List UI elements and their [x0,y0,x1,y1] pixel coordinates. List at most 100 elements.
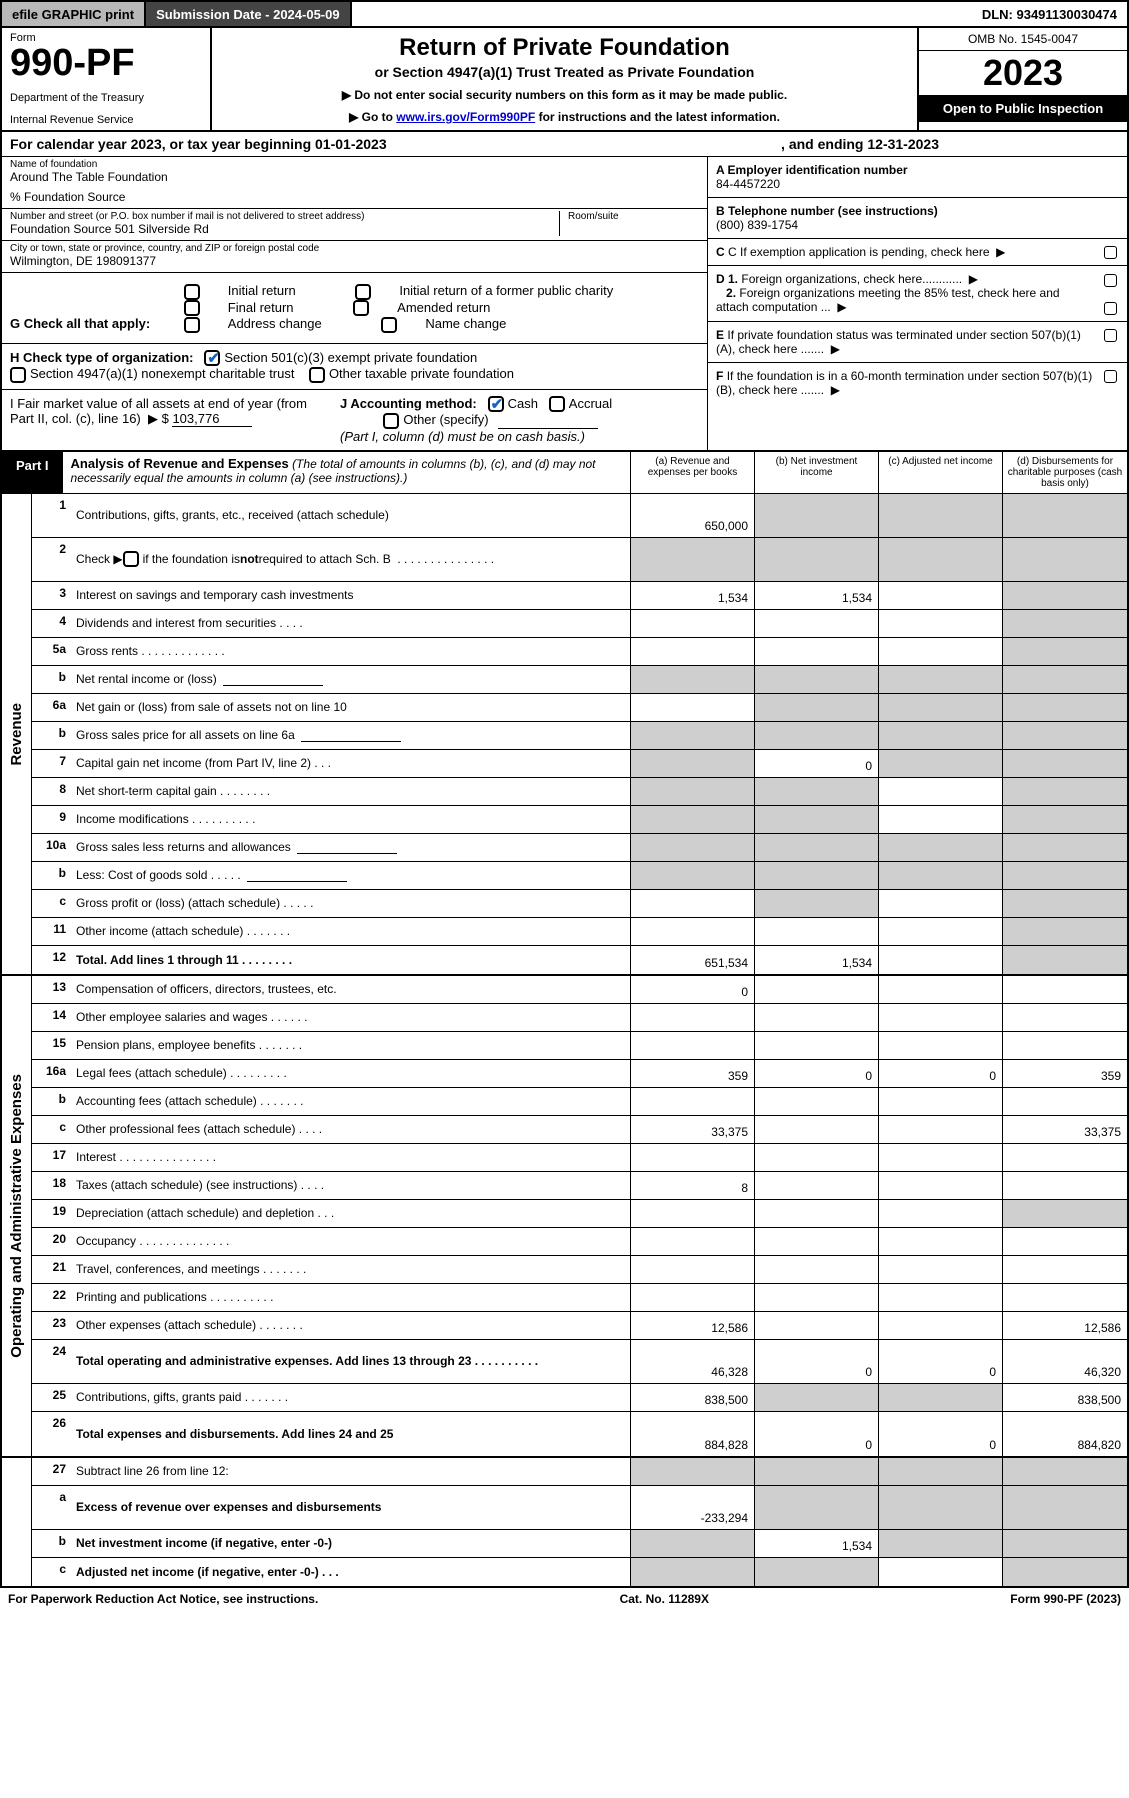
b-label: B Telephone number (see instructions) [716,204,938,218]
row-7-col-c [879,750,1003,777]
h-501c3: Section 501(c)(3) exempt private foundat… [224,350,477,365]
checkbox-initial-former[interactable] [355,284,371,300]
row-5b-col-c [879,666,1003,693]
row-10a-col-d [1003,834,1127,861]
row-17-desc: Interest . . . . . . . . . . . . . . . [72,1144,631,1171]
row-6b-num: b [32,722,72,749]
row-4-num: 4 [32,610,72,637]
checkbox-address-change[interactable] [184,317,200,333]
checkbox-501c3[interactable] [204,350,220,366]
ij-row: I Fair market value of all assets at end… [2,390,707,450]
row-10a-desc: Gross sales less returns and allowances [72,834,631,861]
row-6a-num: 6a [32,694,72,721]
row-10a-col-c [879,834,1003,861]
row-27-desc: Subtract line 26 from line 12: [72,1458,631,1485]
expenses-section: Operating and Administrative Expenses 13… [2,976,1127,1458]
row-16b-col-a [631,1088,755,1115]
checkbox-final-return[interactable] [184,300,200,316]
b-phone-row: B Telephone number (see instructions) (8… [708,198,1127,239]
row-18-col-c [879,1172,1003,1199]
row-6b: b Gross sales price for all assets on li… [32,722,1127,750]
row-23-col-c [879,1312,1003,1339]
instr-goto-post: for instructions and the latest informat… [535,110,780,124]
row-7-col-b: 0 [755,750,879,777]
row-15-col-c [879,1032,1003,1059]
row-27c-num: c [32,1558,72,1586]
checkbox-4947[interactable] [10,367,26,383]
row-10b-col-d [1003,862,1127,889]
row-6b-col-a [631,722,755,749]
row-11-desc: Other income (attach schedule) . . . . .… [72,918,631,945]
row-16a-col-c: 0 [879,1060,1003,1087]
g-initial: Initial return [228,283,296,298]
checkbox-initial-return[interactable] [184,284,200,300]
checkbox-amended-return[interactable] [353,300,369,316]
form990pf-link[interactable]: www.irs.gov/Form990PF [396,110,535,124]
row-20-col-c [879,1228,1003,1255]
efile-print-button[interactable]: efile GRAPHIC print [2,2,146,26]
row-27a-desc: Excess of revenue over expenses and disb… [72,1486,631,1529]
revenue-vlabel: Revenue [2,494,32,974]
row-5a-num: 5a [32,638,72,665]
checkbox-accrual[interactable] [549,396,565,412]
other-method-input[interactable] [498,415,598,429]
row-10a-input[interactable] [297,840,397,854]
row-6b-input[interactable] [301,728,401,742]
row-10b-input[interactable] [247,868,347,882]
j-other: Other (specify) [403,412,488,427]
checkbox-f[interactable] [1104,370,1117,383]
row-4-col-a [631,610,755,637]
row-14: 14 Other employee salaries and wages . .… [32,1004,1127,1032]
row-13: 13 Compensation of officers, directors, … [32,976,1127,1004]
row-20-col-a [631,1228,755,1255]
city-label: City or town, state or province, country… [10,243,699,254]
checkbox-c[interactable] [1104,246,1117,259]
row-22-col-a [631,1284,755,1311]
row-14-desc: Other employee salaries and wages . . . … [72,1004,631,1031]
row-27-num: 27 [32,1458,72,1485]
row-24-col-b: 0 [755,1340,879,1383]
checkbox-cash[interactable] [488,396,504,412]
checkbox-other-method[interactable] [383,413,399,429]
h-other: Other taxable private foundation [329,366,514,381]
row-6a-col-a [631,694,755,721]
row-5a-col-a [631,638,755,665]
col-d-head: (d) Disbursements for charitable purpose… [1003,452,1127,493]
row-15: 15 Pension plans, employee benefits . . … [32,1032,1127,1060]
checkbox-other-taxable[interactable] [309,367,325,383]
top-bar: efile GRAPHIC print Submission Date - 20… [0,0,1129,28]
foundation-name-label: Name of foundation [10,159,699,170]
c-exemption-row: C C If exemption application is pending,… [708,239,1127,266]
row-27-col-d [1003,1458,1127,1485]
row-24-num: 24 [32,1340,72,1383]
j-label: J Accounting method: [340,396,477,411]
j-block: J Accounting method: Cash Accrual Other … [332,390,707,450]
row-10c-desc: Gross profit or (loss) (attach schedule)… [72,890,631,917]
checkbox-sch-b[interactable] [123,551,139,567]
row-12-col-c [879,946,1003,974]
row-5b-input[interactable] [223,672,323,686]
row-12-col-d [1003,946,1127,974]
row-5a-col-d [1003,638,1127,665]
row-8-col-b [755,778,879,805]
checkbox-name-change[interactable] [381,317,397,333]
row-9-col-b [755,806,879,833]
row-4-desc: Dividends and interest from securities .… [72,610,631,637]
row-2-col-d [1003,538,1127,581]
g-initial-former: Initial return of a former public charit… [399,283,613,298]
row-2-col-a [631,538,755,581]
row-16b-col-c [879,1088,1003,1115]
checkbox-e[interactable] [1104,329,1117,342]
row-23-col-b [755,1312,879,1339]
open-to-public: Open to Public Inspection [919,95,1127,122]
row-5b-col-d [1003,666,1127,693]
checkbox-d2[interactable] [1104,302,1117,315]
checkbox-d1[interactable] [1104,274,1117,287]
row-27b: b Net investment income (if negative, en… [32,1530,1127,1558]
row-15-col-d [1003,1032,1127,1059]
row-4-col-d [1003,610,1127,637]
row-24-col-a: 46,328 [631,1340,755,1383]
row-19: 19 Depreciation (attach schedule) and de… [32,1200,1127,1228]
calendar-year-row: For calendar year 2023, or tax year begi… [0,132,1129,157]
row-3-col-d [1003,582,1127,609]
